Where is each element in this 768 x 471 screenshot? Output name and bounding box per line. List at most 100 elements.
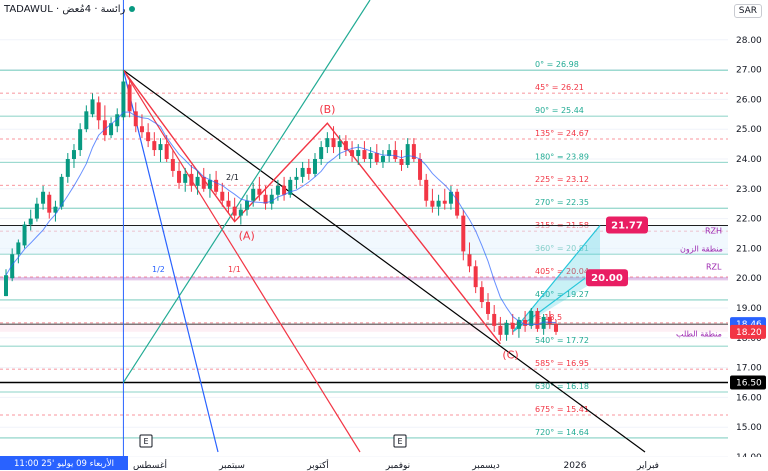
annotation-8: 1/1: [228, 265, 241, 274]
date-badge-label: الأربعاء 09 يوليو '25 11:00: [14, 458, 114, 469]
candle: [516, 319, 521, 329]
abc-pattern-line: [122, 69, 501, 345]
candle: [479, 287, 484, 303]
candle: [541, 316, 546, 329]
target-arrow-1: [512, 225, 601, 333]
event-icon-1: [393, 434, 407, 448]
candle: [436, 200, 441, 207]
fib-label-15: 675° = 15.41: [535, 405, 589, 414]
x-tick-label: فبراير: [636, 461, 659, 471]
market-status-icon: [129, 6, 136, 12]
candle: [53, 206, 58, 213]
target-badge-0: [606, 216, 648, 234]
separator: ·: [52, 4, 63, 15]
currency-button[interactable]: SAR: [733, 4, 762, 18]
candle: [504, 322, 509, 335]
x-axis-bg: [0, 457, 768, 471]
candle: [337, 141, 342, 148]
candles: [4, 70, 558, 341]
fib-label-6: 270° = 22.35: [535, 198, 589, 207]
candle: [164, 144, 169, 159]
y-axis: 14.0015.0016.0017.0018.0019.0020.0021.00…: [728, 0, 768, 471]
y-tick-label: 22.00: [736, 215, 762, 225]
candle: [102, 120, 107, 136]
candle: [189, 173, 194, 186]
annotation-2: (C): [502, 349, 518, 362]
candle: [232, 206, 237, 216]
chart-header: TADAWUL · رائسة · 4مُعض: [4, 4, 136, 15]
x-tick-label: نوفمبر: [385, 461, 410, 471]
target-badge-1: [586, 269, 628, 287]
event-icon-0: [139, 434, 153, 448]
candle: [393, 150, 398, 159]
y-tick-label: 24.00: [736, 155, 762, 165]
candle: [78, 129, 83, 151]
candle: [158, 144, 163, 151]
candle: [547, 316, 552, 325]
annotation-9: 2/1: [226, 173, 239, 182]
candle: [535, 310, 540, 329]
x-tick-label: أغسطس: [133, 459, 167, 471]
candle: [257, 188, 262, 195]
candle: [207, 179, 212, 189]
candle: [152, 141, 157, 151]
fib-label-3: 135° = 24.67: [535, 129, 589, 138]
fib-label-14: 630° = 16.18: [535, 382, 589, 391]
annotation-3: RZH: [705, 227, 722, 236]
annotation-7: 1/2: [152, 265, 165, 274]
candle: [331, 138, 336, 148]
candle: [554, 324, 558, 332]
price-badge-label-1: 18.20: [736, 328, 762, 338]
candle: [455, 191, 460, 216]
x-tick-label: سبتمبر: [218, 461, 245, 471]
x-tick-label: أكتوبر: [306, 459, 329, 471]
candle: [399, 159, 404, 165]
fan-line-red: [122, 69, 361, 453]
candle: [387, 150, 392, 157]
candle: [195, 176, 200, 186]
y-tick-label: 23.00: [736, 185, 762, 195]
candle: [294, 176, 299, 180]
candle: [201, 176, 206, 189]
candle: [368, 153, 373, 159]
y-tick-label: 26.00: [736, 95, 762, 105]
candle: [146, 132, 151, 142]
candle: [282, 185, 287, 195]
candle: [71, 150, 76, 159]
candle: [306, 167, 311, 174]
candle: [467, 254, 472, 267]
candle: [411, 144, 416, 159]
candle: [319, 147, 324, 159]
candle: [461, 215, 466, 252]
candle: [405, 144, 410, 165]
candle: [47, 194, 52, 213]
candle: [245, 200, 250, 210]
annotation-5: RZL: [706, 262, 722, 271]
candle: [275, 185, 280, 195]
candle: [121, 81, 126, 118]
fan-line-green: [122, 0, 371, 383]
candle: [34, 203, 39, 219]
y-tick-label: 17.00: [736, 364, 762, 374]
fib-label-16: 720° = 14.64: [535, 428, 589, 437]
candle: [269, 194, 274, 204]
symbol-label: TADAWUL: [4, 4, 53, 15]
target-label-1: 20.00: [591, 273, 623, 284]
candle: [220, 191, 225, 201]
candle: [115, 114, 120, 127]
candle: [486, 302, 491, 314]
candle: [90, 99, 95, 115]
annotations: 21.77 20.00 (A) (B) (C) RZH منطقة الزون RZL منطق…: [152, 103, 723, 362]
candle: [288, 179, 293, 195]
y-tick-label: 25.00: [736, 125, 762, 135]
candle: [214, 179, 219, 192]
annotation-0: (A): [239, 229, 255, 242]
instrument-name: رائسة · 4مُعض: [62, 4, 126, 15]
candle: [510, 322, 515, 329]
x-tick-label: 2026: [564, 461, 587, 471]
candle: [448, 191, 453, 204]
candle: [238, 209, 243, 216]
annotation-6: منطقة الطلب: [676, 329, 722, 338]
target-label-0: 21.77: [611, 220, 643, 231]
